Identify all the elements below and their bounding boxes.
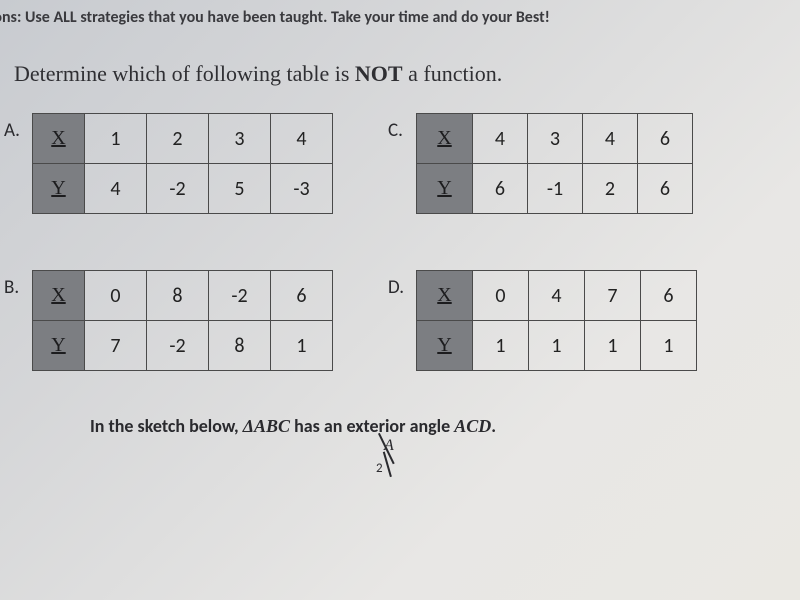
x-label: X [51, 127, 65, 149]
cell: -1 [528, 164, 583, 214]
table-row: X 0 8 -2 6 [33, 271, 333, 321]
triangle-sketch: A 2 [340, 441, 420, 481]
cell: 7 [85, 321, 147, 371]
cell: 6 [473, 164, 528, 214]
cell: 3 [209, 114, 271, 164]
cell: 6 [638, 164, 693, 214]
row-header-y: Y [417, 321, 473, 371]
footer-pre: In the sketch below, [90, 415, 243, 437]
x-label: X [437, 284, 451, 306]
table-row: Y 1 1 1 1 [417, 321, 697, 371]
cell: 8 [147, 271, 209, 321]
cell: 1 [529, 321, 585, 371]
footer-question: In the sketch below, ΔABC has an exterio… [90, 415, 800, 437]
cell: -2 [147, 321, 209, 371]
y-label: Y [437, 177, 451, 199]
table-a: X 1 2 3 4 Y 4 -2 5 -3 [32, 113, 333, 214]
footer-mid: has an exterior angle [290, 415, 454, 437]
instructions-text: tions: Use ALL strategies that you have … [0, 8, 800, 27]
option-c: C. X 4 3 4 6 Y 6 -1 2 6 [388, 113, 772, 214]
question-post: a function. [403, 61, 503, 86]
row-header-y: Y [33, 321, 85, 371]
cell: 8 [209, 321, 271, 371]
cell: 4 [271, 114, 333, 164]
footer-post: . [491, 415, 496, 437]
option-label: D. [388, 270, 416, 299]
footer-triangle: ΔABC [243, 416, 290, 436]
table-row: X 1 2 3 4 [33, 114, 333, 164]
table-c: X 4 3 4 6 Y 6 -1 2 6 [416, 113, 693, 214]
cell: -2 [209, 271, 271, 321]
angle-number: 2 [376, 461, 383, 476]
cell: 4 [85, 164, 147, 214]
cell: 6 [271, 271, 333, 321]
row-header-x: X [33, 271, 85, 321]
row-header-y: Y [417, 164, 473, 214]
row-header-x: X [417, 271, 473, 321]
table-row: Y 6 -1 2 6 [417, 164, 693, 214]
question-bold: NOT [355, 61, 403, 86]
option-a: A. X 1 2 3 4 Y 4 -2 5 -3 [4, 113, 388, 214]
cell: 7 [585, 271, 641, 321]
cell: 4 [473, 114, 528, 164]
row-header-x: X [417, 114, 473, 164]
table-row: X 0 4 7 6 [417, 271, 697, 321]
options-grid: A. X 1 2 3 4 Y 4 -2 5 -3 C. [0, 113, 800, 371]
table-row: Y 7 -2 8 1 [33, 321, 333, 371]
x-label: X [437, 127, 451, 149]
table-row: X 4 3 4 6 [417, 114, 693, 164]
footer-angle: ACD [454, 416, 491, 436]
y-label: Y [437, 334, 451, 356]
cell: 4 [583, 114, 638, 164]
cell: 1 [271, 321, 333, 371]
y-label: Y [51, 177, 65, 199]
option-b: B. X 0 8 -2 6 Y 7 -2 8 1 [4, 270, 388, 371]
option-label: C. [388, 113, 416, 142]
cell: 6 [638, 114, 693, 164]
cell: 5 [209, 164, 271, 214]
question-text: Determine which of following table is NO… [14, 61, 800, 87]
table-row: Y 4 -2 5 -3 [33, 164, 333, 214]
cell: 2 [583, 164, 638, 214]
row-header-y: Y [33, 164, 85, 214]
cell: 3 [528, 114, 583, 164]
table-b: X 0 8 -2 6 Y 7 -2 8 1 [32, 270, 333, 371]
cell: 2 [147, 114, 209, 164]
cell: 4 [529, 271, 585, 321]
row-header-x: X [33, 114, 85, 164]
option-d: D. X 0 4 7 6 Y 1 1 1 1 [388, 270, 772, 371]
option-label: A. [4, 113, 32, 142]
cell: 1 [585, 321, 641, 371]
question-pre: Determine which of following table is [14, 61, 355, 86]
cell: 1 [473, 321, 529, 371]
cell: 0 [85, 271, 147, 321]
cell: -3 [271, 164, 333, 214]
table-d: X 0 4 7 6 Y 1 1 1 1 [416, 270, 697, 371]
cell: 0 [473, 271, 529, 321]
x-label: X [51, 284, 65, 306]
cell: 1 [85, 114, 147, 164]
y-label: Y [51, 334, 65, 356]
cell: 6 [641, 271, 697, 321]
cell: 1 [641, 321, 697, 371]
option-label: B. [4, 270, 32, 299]
cell: -2 [147, 164, 209, 214]
